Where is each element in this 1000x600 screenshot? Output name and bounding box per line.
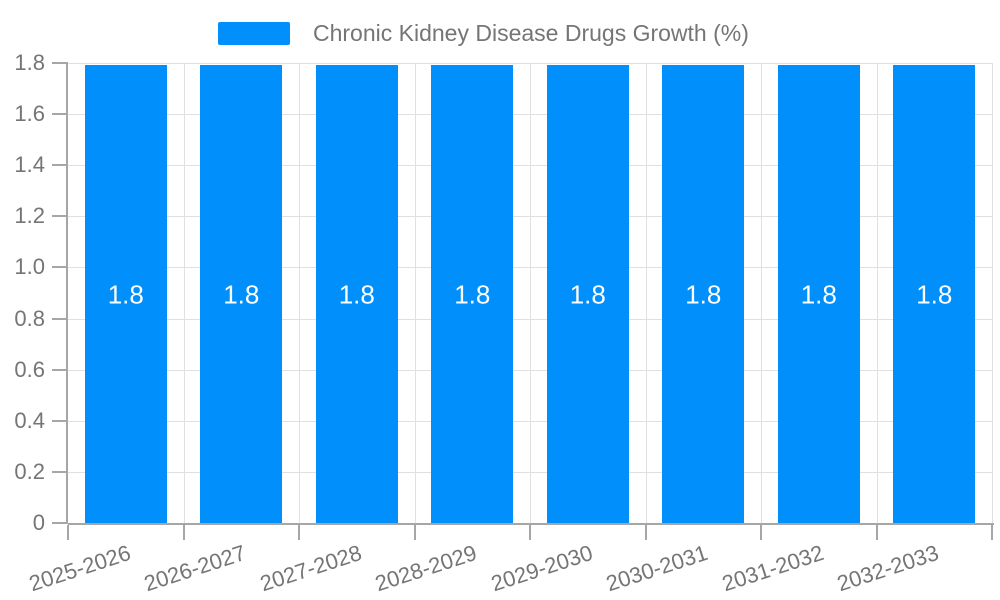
bar-2025-2026[interactable]: 1.8 (84, 65, 167, 524)
legend-item[interactable]: Chronic Kidney Disease Drugs Growth (%) (218, 20, 749, 47)
y-axis-tick (52, 266, 68, 269)
bar-value-label: 1.8 (916, 279, 953, 309)
gridline-vertical (761, 63, 762, 524)
bar-2032-2033[interactable]: 1.8 (893, 65, 976, 524)
y-axis-tick (52, 113, 68, 116)
bar-2026-2027[interactable]: 1.8 (200, 65, 283, 524)
x-axis-tick (182, 525, 185, 540)
x-tick-label: 2025-2026 (25, 540, 134, 597)
y-tick-label: 1.8 (14, 50, 45, 75)
y-tick-label: 0.2 (14, 458, 45, 484)
bar-value-label: 1.8 (569, 279, 606, 309)
y-axis-tick (52, 164, 68, 167)
x-tick-label: 2027-2028 (256, 540, 365, 597)
y-axis-tick (52, 317, 68, 320)
bar-value-label: 1.8 (338, 279, 375, 309)
bar-2029-2030[interactable]: 1.8 (546, 65, 629, 524)
y-tick-label: 1.2 (14, 203, 45, 229)
gridline-vertical (183, 63, 185, 524)
x-tick-label: 2032-2033 (834, 540, 943, 597)
gridline-vertical (530, 63, 531, 524)
bar-2027-2028[interactable]: 1.8 (315, 65, 398, 524)
gridline-vertical (992, 63, 993, 524)
y-axis-tick (52, 419, 68, 422)
x-axis-tick (298, 525, 300, 540)
y-axis-line (66, 63, 68, 523)
y-tick-label: 1.6 (14, 101, 45, 127)
legend-swatch (218, 22, 290, 45)
legend-label: Chronic Kidney Disease Drugs Growth (%) (313, 20, 749, 46)
y-axis-tick (52, 368, 68, 371)
bar-value-label: 1.8 (685, 279, 722, 309)
x-tick-label: 2031-2032 (718, 540, 827, 597)
x-axis-tick (67, 525, 69, 540)
y-tick-label: 0.8 (14, 305, 45, 331)
y-tick-label: 1.4 (14, 152, 45, 178)
x-tick-label: 2028-2029 (372, 540, 481, 597)
bar-value-label: 1.8 (800, 279, 837, 309)
y-axis-tick (52, 470, 68, 473)
gridline-vertical (645, 63, 647, 524)
y-tick-label: 0.6 (14, 356, 45, 382)
bar-value-label: 1.8 (454, 279, 491, 309)
y-tick-label: 0 (32, 510, 45, 535)
gridline-vertical (414, 63, 416, 524)
x-axis-tick (413, 525, 416, 540)
x-tick-label: 2029-2030 (487, 540, 596, 597)
bar-value-label: 1.8 (223, 279, 260, 309)
y-tick-label: 0.4 (14, 407, 45, 433)
bar-value-label: 1.8 (107, 279, 144, 309)
y-tick-label: 1.0 (14, 254, 45, 280)
x-axis-tick (875, 525, 878, 540)
x-axis-tick (760, 525, 762, 540)
x-tick-label: 2026-2027 (141, 540, 250, 597)
x-axis-tick (991, 525, 993, 540)
x-tick-label: 2030-2031 (603, 540, 712, 597)
y-axis-tick (52, 62, 68, 64)
x-axis-line (68, 523, 994, 525)
bar-2031-2032[interactable]: 1.8 (777, 65, 860, 524)
gridline-vertical (876, 63, 878, 524)
bar-2030-2031[interactable]: 1.8 (662, 65, 745, 524)
y-axis-tick (52, 522, 68, 524)
bar-2028-2029[interactable]: 1.8 (431, 65, 514, 524)
x-axis-tick (644, 525, 647, 540)
gridline-vertical (299, 63, 300, 524)
x-axis-tick (529, 525, 531, 540)
plot-area: 1.8 1.8 1.8 1.8 1.8 1.8 1.8 1.8 (68, 63, 993, 524)
y-axis-tick (52, 215, 68, 218)
